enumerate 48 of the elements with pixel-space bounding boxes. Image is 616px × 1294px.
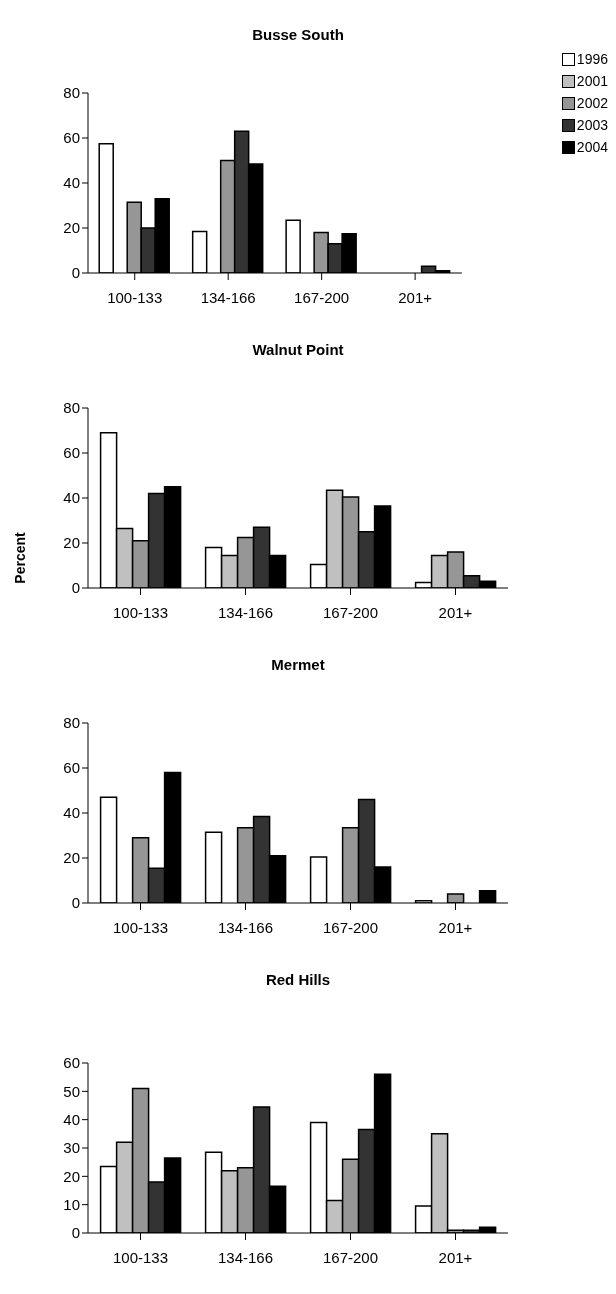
legend-label: 2003 (576, 117, 608, 133)
chart-title: Busse South (251, 26, 345, 43)
y-tick-label: 60 (63, 444, 80, 462)
y-tick-label: 20 (63, 849, 80, 867)
y-tick-label: 60 (63, 1054, 80, 1072)
y-tick-label: 40 (63, 489, 80, 507)
y-tick-label: 40 (63, 174, 80, 192)
y-axis-title: Percent (11, 531, 28, 584)
x-tick-label: 167-200 (322, 918, 379, 936)
x-tick-label: 201+ (438, 918, 473, 936)
y-tick-label: 80 (63, 714, 80, 732)
x-tick-label: 100-133 (112, 603, 169, 621)
y-tick-label: 40 (63, 1110, 80, 1128)
y-tick-label: 40 (63, 804, 80, 822)
x-tick-label: 100-133 (112, 918, 169, 936)
y-tick-label: 60 (63, 129, 80, 147)
x-tick-label: 100-133 (112, 1248, 169, 1266)
x-tick-label: 167-200 (322, 603, 379, 621)
x-tick-label: 134-166 (217, 603, 274, 621)
y-tick-label: 30 (63, 1139, 80, 1157)
x-tick-label: 201+ (398, 288, 433, 306)
x-tick-label: 100-133 (107, 288, 163, 306)
chart-title: Red Hills (264, 971, 332, 988)
y-tick-label: 10 (63, 1195, 80, 1213)
y-tick-label: 0 (71, 264, 80, 282)
y-tick-label: 20 (63, 1167, 80, 1185)
x-tick-label: 134-166 (217, 1248, 274, 1266)
y-tick-label: 80 (63, 84, 80, 102)
chart-title: Walnut Point (251, 341, 345, 358)
y-tick-label: 60 (63, 759, 80, 777)
y-tick-label: 0 (71, 894, 80, 912)
x-tick-label: 167-200 (322, 1248, 379, 1266)
y-tick-label: 80 (63, 399, 80, 417)
legend-label: 2004 (576, 139, 608, 155)
x-tick-label: 134-166 (200, 288, 256, 306)
chart-title: Mermet (270, 656, 326, 673)
y-tick-label: 0 (71, 579, 80, 597)
legend-label: 2001 (576, 73, 608, 89)
y-tick-label: 0 (71, 1224, 80, 1242)
x-tick-label: 167-200 (294, 288, 350, 306)
x-tick-label: 201+ (438, 603, 473, 621)
y-tick-label: 20 (63, 219, 80, 237)
x-tick-label: 134-166 (217, 918, 274, 936)
y-tick-label: 50 (63, 1082, 80, 1100)
legend-label: 2002 (576, 95, 608, 111)
y-tick-label: 20 (63, 534, 80, 552)
x-tick-label: 201+ (438, 1248, 473, 1266)
legend-label: 1996 (576, 51, 608, 67)
